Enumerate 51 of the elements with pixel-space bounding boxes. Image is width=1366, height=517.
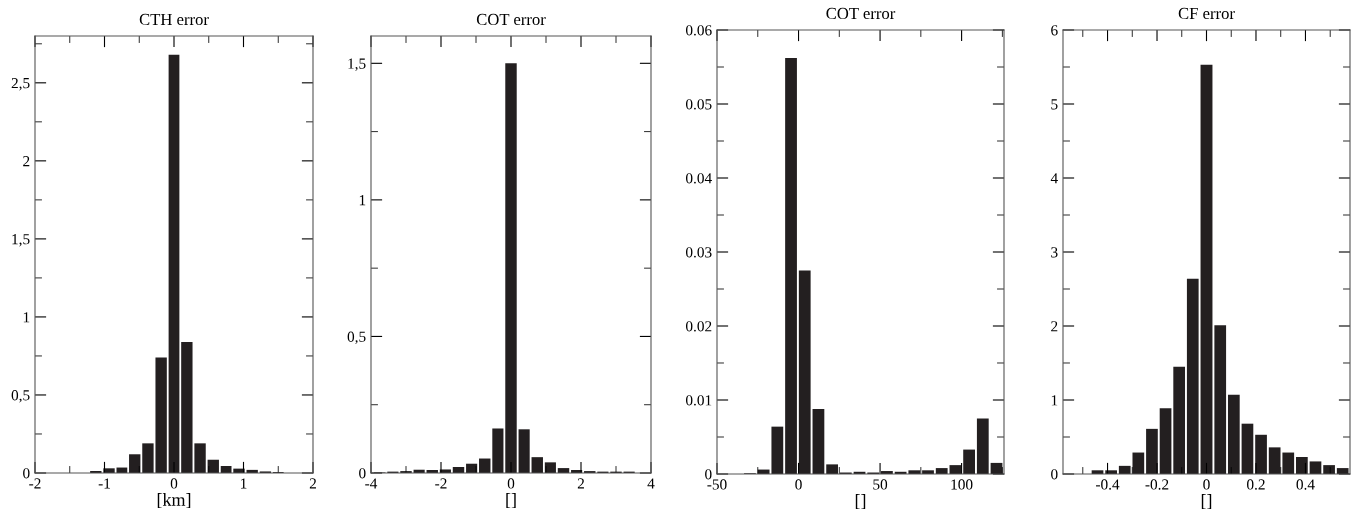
- y-tick-label: 0: [359, 468, 366, 479]
- x-tick-label: 0.2: [1247, 479, 1265, 490]
- x-tick-label: -4: [365, 478, 378, 489]
- y-tick-label: 0: [1051, 469, 1058, 480]
- y-tick-label: 1: [23, 312, 30, 323]
- x-tick-label: 4: [647, 478, 655, 489]
- y-tick-label: 5: [1051, 99, 1058, 110]
- x-tick-label: 0.4: [1296, 479, 1315, 490]
- y-tick-label: 0.03: [685, 247, 712, 258]
- chart-title: COT error: [476, 13, 546, 26]
- x-tick-label: -2: [435, 478, 447, 489]
- y-tick-label: 0.01: [685, 395, 712, 406]
- x-tick-label: -1: [98, 478, 110, 489]
- y-tick-label: 0.04: [685, 173, 712, 184]
- x-tick-label: 0: [1203, 479, 1210, 490]
- y-tick-label: 1,5: [12, 234, 30, 247]
- chart-title: CTH error: [139, 13, 209, 26]
- x-tick-label: -0.4: [1096, 479, 1120, 490]
- x-axis-title: []: [1201, 494, 1212, 510]
- y-tick-label: 0.02: [685, 321, 712, 332]
- x-tick-label: -0.2: [1145, 479, 1169, 490]
- y-tick-label: 0,5: [347, 331, 366, 345]
- y-tick-label: 2: [23, 156, 30, 167]
- y-tick-label: 6: [1051, 25, 1058, 36]
- x-axis-title: []: [855, 494, 866, 510]
- y-tick-label: 0.06: [685, 25, 712, 36]
- x-tick-label: 0: [170, 478, 178, 489]
- y-tick-label: 2: [1051, 321, 1058, 332]
- x-axis-title: [km]: [157, 493, 191, 509]
- x-tick-label: -2: [29, 478, 41, 489]
- x-tick-label: 1: [241, 478, 247, 489]
- y-tick-label: 0.05: [685, 99, 712, 110]
- chart-title: COT error: [826, 7, 896, 20]
- x-tick-label: 0: [507, 478, 515, 489]
- y-tick-label: 3: [1051, 247, 1058, 258]
- y-tick-label: 1: [1051, 395, 1058, 406]
- x-tick-label: 2: [577, 478, 584, 489]
- x-tick-label: 2: [309, 478, 316, 489]
- x-tick-label: 50: [873, 479, 888, 490]
- x-tick-label: -50: [707, 479, 727, 490]
- y-tick-label: 1,5: [348, 58, 366, 71]
- y-tick-label: 0,5: [11, 390, 30, 403]
- y-tick-label: 4: [1050, 173, 1058, 184]
- y-tick-label: 0: [23, 468, 30, 479]
- chart-title: CF error: [1178, 7, 1235, 20]
- x-tick-label: 0: [795, 479, 802, 490]
- y-tick-label: 2,5: [11, 78, 30, 91]
- y-tick-label: 0: [705, 469, 712, 480]
- x-axis-title: []: [506, 493, 516, 509]
- y-tick-label: 1: [359, 195, 366, 206]
- x-tick-label: 100: [951, 479, 973, 490]
